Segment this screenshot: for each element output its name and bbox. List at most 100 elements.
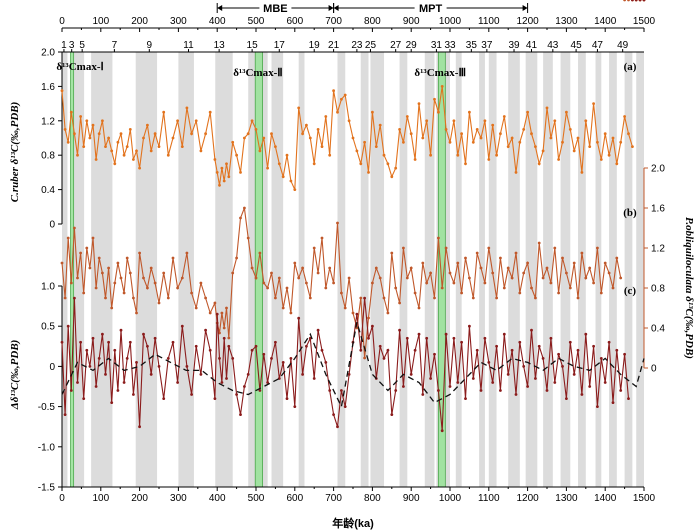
series-point-a-102: [437, 110, 440, 114]
mis-label-37: 37: [481, 40, 493, 51]
series-point-b-72: [320, 236, 324, 240]
series-point-a-137: [572, 149, 576, 153]
series-point-c-103: [440, 429, 444, 433]
series-point-c-121: [510, 348, 514, 352]
interglacial-band-19: [525, 52, 538, 487]
series-point-c-57: [262, 352, 266, 356]
series-point-b-150: [623, 0, 626, 2]
series-point-c-143: [596, 405, 599, 408]
series-point-b-69: [308, 296, 312, 300]
series-point-c-76: [336, 425, 339, 429]
series-point-c-34: [176, 381, 180, 384]
series-point-a-64: [289, 179, 293, 183]
series-point-b-107: [456, 261, 460, 265]
series-point-a-20: [122, 153, 126, 157]
y-tick-label-c--0.5: -0.5: [38, 402, 56, 413]
series-point-c-127: [534, 377, 537, 380]
series-point-a-49: [231, 140, 235, 144]
top-tick-label-1500: 1500: [633, 16, 656, 27]
y-tick-label-b-0.8: 0.8: [651, 284, 665, 295]
series-point-c-111: [471, 377, 475, 380]
series-point-b-46: [222, 326, 226, 330]
series-point-c-112: [475, 348, 479, 352]
series-point-a-56: [258, 149, 262, 153]
series-point-b-52: [243, 206, 246, 210]
series-point-b-89: [386, 311, 390, 315]
top-tick-label-1000: 1000: [439, 16, 462, 27]
series-point-a-48: [227, 175, 231, 179]
bottom-tick-label-200: 200: [131, 493, 148, 504]
series-point-b-144: [599, 291, 603, 295]
series-point-b-102: [437, 236, 440, 240]
series-point-c-154: [638, 0, 642, 2]
series-point-c-52: [243, 385, 246, 388]
bottom-tick-label-800: 800: [364, 493, 381, 504]
series-point-c-120: [506, 373, 510, 376]
series-point-c-56: [258, 389, 262, 392]
series-point-a-84: [367, 171, 370, 174]
interglacial-band-7: [271, 52, 284, 487]
series-point-b-127: [534, 296, 537, 300]
series-point-a-30: [157, 145, 161, 149]
series-point-b-39: [199, 281, 203, 285]
series-point-b-31: [162, 271, 166, 275]
series-point-b-78: [343, 306, 347, 310]
series-point-a-55: [254, 127, 258, 131]
series-point-c-35: [180, 324, 184, 328]
series-point-a-61: [277, 162, 281, 166]
series-point-a-135: [565, 110, 568, 114]
series-point-b-103: [440, 286, 444, 290]
series-point-b-11: [94, 286, 98, 290]
bottom-tick-label-1300: 1300: [555, 493, 578, 504]
series-point-a-103: [440, 85, 444, 88]
series-point-a-50: [235, 153, 239, 157]
series-point-c-9: [88, 365, 92, 368]
labels: 0010010020020030030040040050050060060070…: [9, 3, 695, 530]
series-point-c-72: [320, 348, 324, 352]
series-point-b-131: [549, 281, 553, 285]
series-point-b-45: [220, 311, 224, 315]
interglacial-band-26: [636, 52, 644, 487]
series-point-a-121: [510, 136, 514, 140]
series-point-c-70: [312, 377, 316, 380]
series-point-b-87: [378, 276, 382, 280]
y-tick-label-b-1.2: 1.2: [651, 244, 665, 255]
series-point-c-97: [417, 332, 421, 336]
top-tick-label-100: 100: [92, 16, 109, 27]
series-point-b-9: [88, 266, 92, 270]
series-point-a-113: [479, 136, 483, 140]
series-point-b-136: [568, 286, 572, 290]
top-tick-label-0: 0: [59, 16, 65, 27]
series-point-b-66: [297, 276, 301, 280]
mis-label-13: 13: [214, 40, 226, 51]
series-point-a-70: [312, 162, 316, 166]
series-point-b-10: [91, 236, 95, 240]
series-point-c-123: [518, 340, 522, 344]
series-point-b-38: [194, 306, 198, 310]
series-point-c-148: [615, 348, 619, 352]
series-point-c-136: [568, 340, 572, 344]
series-point-c-117: [495, 344, 498, 348]
series-point-c-38: [194, 344, 198, 348]
series-point-b-75: [332, 281, 335, 285]
series-point-a-41: [208, 110, 212, 114]
series-point-a-4: [73, 132, 76, 136]
series-point-c-68: [305, 344, 308, 348]
y-tick-label-b-1.6: 1.6: [651, 204, 665, 215]
series-point-a-37: [190, 132, 194, 136]
series-point-a-109: [464, 162, 467, 166]
series-point-b-32: [166, 296, 170, 300]
series-point-a-150: [623, 115, 626, 118]
series-point-a-142: [592, 102, 595, 105]
series-point-c-43: [215, 312, 219, 316]
series-point-c-128: [537, 344, 541, 348]
series-point-c-73: [324, 361, 328, 364]
series-point-a-24: [135, 149, 138, 153]
series-point-b-30: [157, 301, 161, 305]
series-point-b-109: [464, 256, 467, 260]
series-point-c-0: [60, 340, 64, 344]
series-point-c-133: [557, 352, 560, 356]
bottom-tick-label-1200: 1200: [516, 493, 539, 504]
series-point-b-101: [433, 296, 436, 300]
series-point-b-25: [138, 251, 142, 255]
